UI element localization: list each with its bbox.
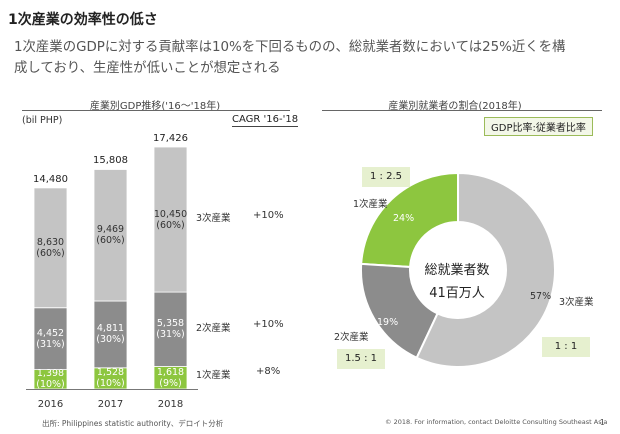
- employment-chart-title-rule: [322, 110, 602, 111]
- gdp-x-axis: [26, 389, 198, 390]
- x-tick-2016: 2016: [37, 399, 64, 410]
- segment-value: 4,811: [96, 323, 125, 335]
- ratio-box-tertiary: 1 : 1: [542, 337, 590, 357]
- subtitle-line-1: 1次産業のGDPに対する貢献率は10%を下回るものの、総就業者数においては25%…: [14, 40, 566, 55]
- segment-share: (10%): [96, 378, 125, 390]
- gdp-chart-title: 産業別GDP推移('16～'18年): [89, 101, 221, 112]
- segment-label-tertiary-2018: 10,450 (60%): [146, 209, 195, 231]
- bar-tertiary-2016: [33, 187, 68, 309]
- donut-pct-primary: 24%: [393, 213, 415, 224]
- cagr-primary: +8%: [256, 366, 281, 377]
- donut-center-value: 41百万人: [429, 286, 485, 301]
- segment-label-primary-2017: 1,528 (10%): [86, 367, 135, 389]
- footer-source: 出所: Philippines statistic authority、デロイト…: [42, 419, 224, 428]
- segment-value: 4,452: [36, 327, 65, 339]
- segment-share: (60%): [156, 219, 185, 231]
- cagr-tertiary: +10%: [253, 210, 284, 221]
- page-number: 1: [600, 418, 605, 427]
- x-tick-2017: 2017: [97, 399, 124, 410]
- segment-value: 1,528: [96, 367, 125, 379]
- segment-label-secondary-2016: 4,452 (31%): [26, 328, 75, 350]
- donut-label-primary: 1次産業: [353, 199, 388, 210]
- bar-total-2017: 15,808: [93, 155, 128, 167]
- segment-value: 9,469: [96, 224, 125, 236]
- employment-donut: [360, 171, 556, 368]
- bar-total-2016: 14,480: [33, 173, 68, 185]
- segment-value: 1,618: [156, 366, 185, 378]
- segment-share: (31%): [156, 329, 185, 341]
- donut-slice-tertiary: [415, 171, 556, 368]
- bar-tertiary-2018: [153, 146, 188, 293]
- donut-label-secondary: 2次産業: [334, 332, 369, 343]
- gdp-unit-label: (bil PHP): [22, 115, 63, 126]
- cagr-header: CAGR '16-'18: [232, 114, 299, 127]
- gdp-chart-title-rule: [22, 110, 290, 111]
- employment-chart-title: 産業別就業者の割合(2018年): [388, 101, 522, 112]
- gdp-stacked-bars: [33, 146, 188, 390]
- segment-value: 10,450: [153, 208, 188, 220]
- segment-label-tertiary-2016: 8,630 (60%): [26, 237, 75, 259]
- bar-tertiary-2017: [93, 169, 128, 302]
- legend-primary-sector: 1次産業: [196, 370, 231, 381]
- segment-value: 8,630: [36, 236, 65, 248]
- segment-share: (60%): [36, 247, 65, 259]
- ratio-box-primary: 1 : 2.5: [362, 167, 410, 187]
- ratio-box-secondary: 1.5 : 1: [337, 349, 385, 369]
- donut-center-label: 総就業者数: [424, 263, 490, 278]
- legend-tertiary-sector: 3次産業: [196, 213, 231, 224]
- segment-share: (31%): [36, 338, 65, 350]
- donut-slice-primary: [360, 171, 459, 269]
- segment-share: (60%): [96, 235, 125, 247]
- slide-title: 1次産業の効率性の低さ: [8, 12, 158, 28]
- subtitle-line-2: 成しており、生産性が低いことが想定される: [14, 61, 281, 76]
- donut-slice-secondary: [360, 262, 439, 360]
- segment-label-secondary-2017: 4,811 (30%): [86, 323, 135, 345]
- gdp-employment-ratio-header: GDP比率:従業者比率: [484, 117, 593, 136]
- bar-secondary-2017: [93, 300, 128, 369]
- segment-label-tertiary-2017: 9,469 (60%): [86, 224, 135, 246]
- segment-label-primary-2016: 1,398 (10%): [26, 368, 75, 390]
- donut-label-tertiary: 3次産業: [559, 297, 594, 308]
- segment-label-secondary-2018: 5,358 (31%): [146, 318, 195, 340]
- bar-total-2018: 17,426: [153, 133, 188, 144]
- legend-secondary-sector: 2次産業: [196, 323, 231, 334]
- x-tick-2018: 2018: [157, 399, 184, 410]
- segment-label-primary-2018: 1,618 (9%): [146, 367, 195, 389]
- segment-share: (30%): [96, 334, 125, 346]
- donut-pct-secondary: 19%: [377, 317, 399, 328]
- donut-pct-tertiary: 57%: [530, 291, 552, 302]
- segment-value: 5,358: [156, 318, 185, 330]
- segment-share: (9%): [159, 377, 182, 389]
- footer-copyright: © 2018. For information, contact Deloitt…: [385, 418, 608, 426]
- segment-share: (10%): [36, 379, 65, 391]
- cagr-secondary: +10%: [253, 319, 284, 330]
- segment-value: 1,398: [36, 368, 65, 380]
